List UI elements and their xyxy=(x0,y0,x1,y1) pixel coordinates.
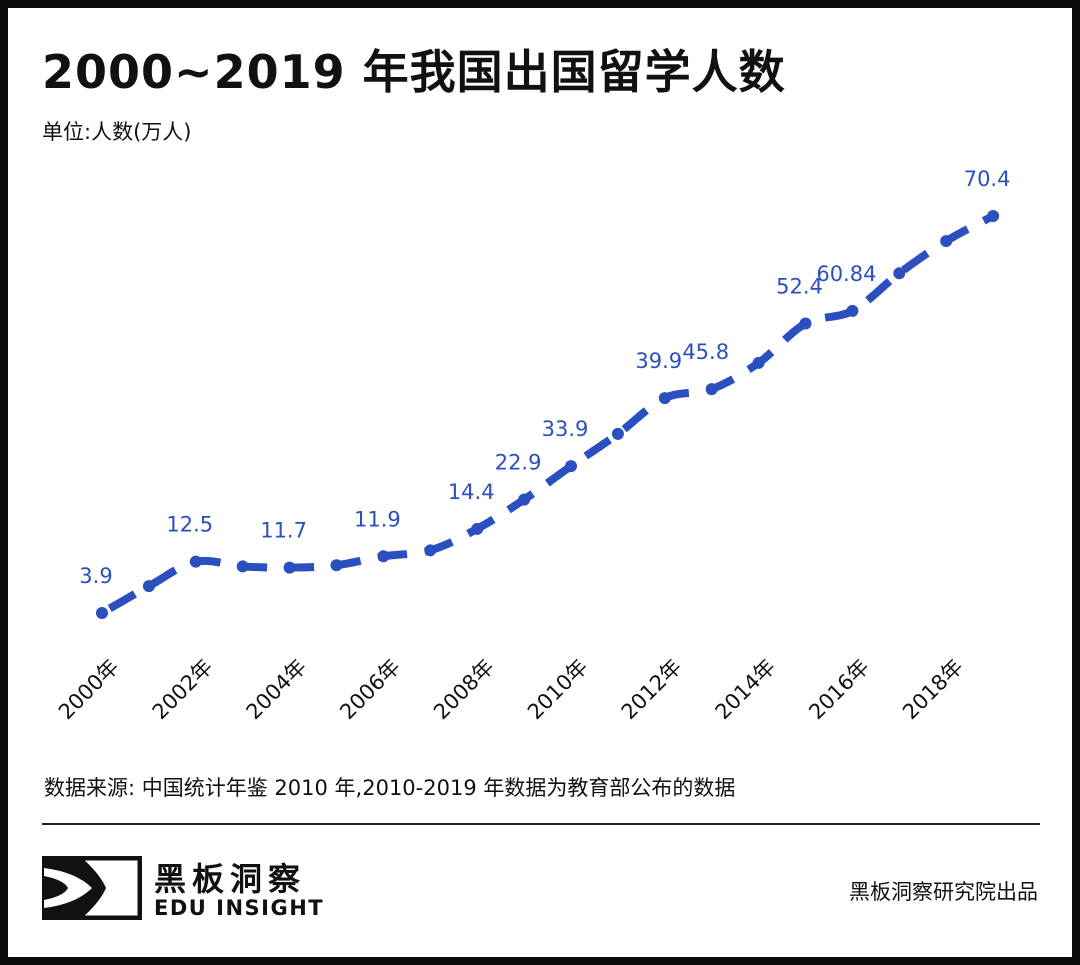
x-tick-label: 2002年 xyxy=(148,655,218,725)
x-tick-label: 2004年 xyxy=(242,655,312,725)
source-note: 数据来源: 中国统计年鉴 2010 年,2010-2019 年数据为教育部公布的… xyxy=(44,776,736,800)
data-label: 3.9 xyxy=(79,564,112,588)
x-tick-label: 2018年 xyxy=(898,655,968,725)
data-point-2017 xyxy=(893,267,906,280)
data-point-2018 xyxy=(940,235,953,248)
x-tick-label: 2012年 xyxy=(617,655,687,725)
data-point-2001 xyxy=(142,580,155,593)
data-point-2012 xyxy=(658,392,671,405)
data-point-2009 xyxy=(518,493,531,506)
x-tick-label: 2008年 xyxy=(429,655,499,725)
data-point-2000 xyxy=(96,607,108,619)
data-point-2010 xyxy=(565,460,577,473)
data-label: 22.9 xyxy=(495,451,542,475)
data-point-2004 xyxy=(283,561,296,574)
data-label: 33.9 xyxy=(542,417,589,441)
data-point-2015 xyxy=(799,317,812,330)
data-point-2005 xyxy=(330,559,343,572)
data-label: 14.4 xyxy=(448,480,495,504)
data-label: 12.5 xyxy=(166,513,213,537)
eye-logo-icon xyxy=(42,856,142,920)
x-tick-label: 2010年 xyxy=(523,655,593,725)
data-point-2016 xyxy=(846,304,859,317)
data-point-2007 xyxy=(424,544,437,557)
brand-name-en: EDU INSIGHT xyxy=(154,896,325,920)
divider xyxy=(42,823,1040,825)
x-tick-label: 2014年 xyxy=(711,655,781,725)
data-point-2011 xyxy=(611,427,624,440)
unit-label: 单位:人数(万人) xyxy=(42,120,192,144)
data-point-2014 xyxy=(752,356,765,369)
data-label: 70.4 xyxy=(964,167,1011,191)
data-label: 60.84 xyxy=(816,262,876,286)
data-label: 11.9 xyxy=(354,507,401,531)
data-point-2019 xyxy=(987,209,1000,222)
data-label: 39.9 xyxy=(635,349,682,373)
brand-name-cn: 黑板洞察 xyxy=(154,860,307,898)
x-tick-label: 2016年 xyxy=(804,655,874,725)
data-label: 45.8 xyxy=(682,340,729,364)
data-point-2013 xyxy=(705,383,718,396)
x-tick-label: 2000年 xyxy=(54,655,124,725)
credit-text: 黑板洞察研究院出品 xyxy=(849,880,1038,904)
data-point-2008 xyxy=(471,522,484,535)
data-label: 11.7 xyxy=(260,519,307,543)
data-label: 52.4 xyxy=(776,274,823,298)
data-point-2002 xyxy=(189,555,202,568)
chart-title: 2000~2019 年我国出国留学人数 xyxy=(42,45,786,99)
data-point-2003 xyxy=(236,560,249,573)
data-point-2006 xyxy=(377,550,390,563)
x-tick-label: 2006年 xyxy=(335,655,405,725)
